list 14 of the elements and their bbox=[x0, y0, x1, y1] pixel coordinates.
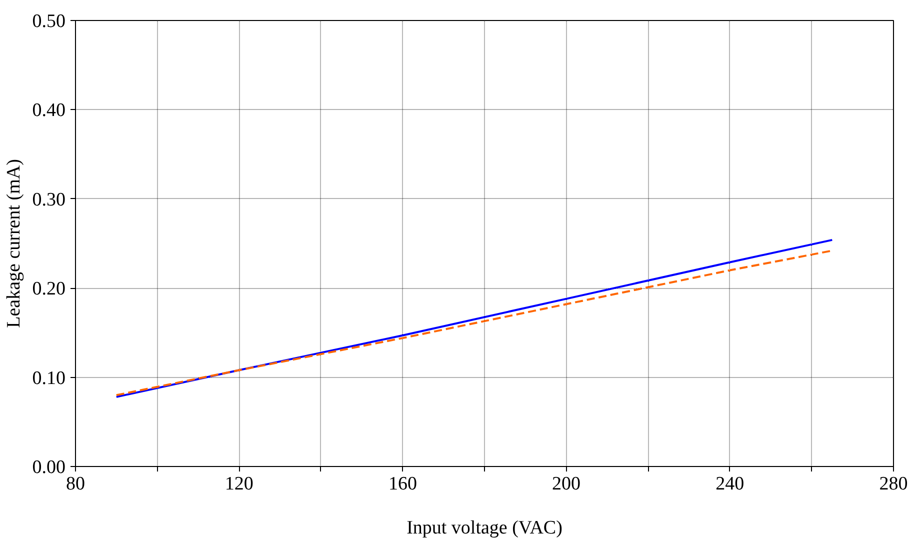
y-tick-label: 0.40 bbox=[32, 100, 66, 122]
x-axis-title: Input voltage (VAC) bbox=[406, 518, 562, 538]
y-tick-label: 0.50 bbox=[32, 11, 66, 32]
x-tick-label: 280 bbox=[879, 474, 908, 494]
x-tick-label: 80 bbox=[66, 474, 85, 494]
x-tick-label: 240 bbox=[716, 474, 744, 494]
y-tick-label: 0.10 bbox=[32, 368, 66, 389]
y-tick-label: 0.00 bbox=[32, 457, 66, 478]
x-tick-label: 200 bbox=[552, 474, 581, 494]
y-tick-label: 0.20 bbox=[32, 278, 66, 300]
y-tick-label: 0.30 bbox=[32, 189, 66, 210]
x-tick-label: 160 bbox=[388, 474, 417, 494]
x-tick-label: 120 bbox=[224, 474, 254, 494]
y-axis-title: Leakage current (mA) bbox=[3, 159, 24, 328]
